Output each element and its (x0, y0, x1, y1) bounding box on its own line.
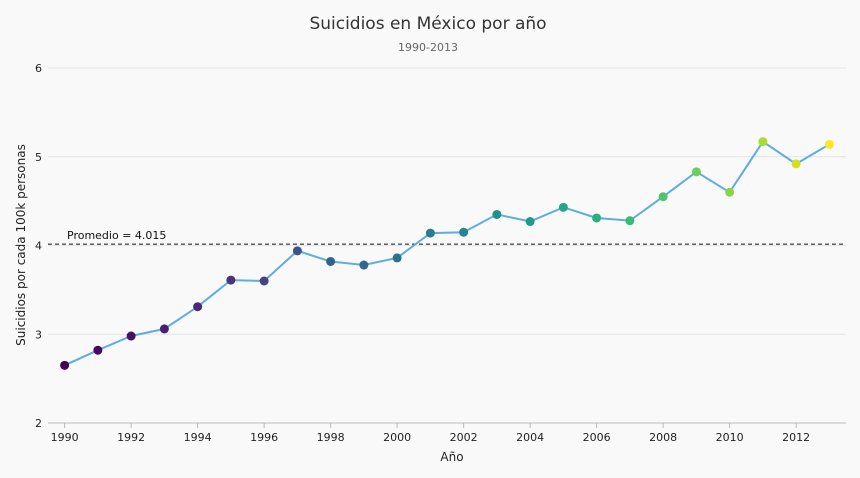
data-point (592, 213, 602, 223)
x-tick-label: 2010 (716, 431, 744, 444)
series (60, 137, 834, 370)
series-line (64, 140, 830, 367)
average-line-group: Promedio = 4.015 (48, 229, 846, 245)
data-point (824, 139, 834, 149)
data-point (725, 187, 735, 197)
x-tick-label: 1994 (184, 431, 212, 444)
y-tick-label: 3 (35, 328, 42, 341)
x-axis-ticks: 1990 1992 1994 1996 1998 2000 2002 2004 2006 2008… (51, 423, 810, 444)
data-point (226, 275, 236, 285)
data-point (758, 137, 768, 147)
x-tick-label: 1996 (250, 431, 278, 444)
data-point (259, 276, 269, 286)
chart-subtitle: 1990-2013 (398, 41, 458, 54)
x-axis-label: Año (440, 450, 463, 464)
x-tick-label: 2002 (450, 431, 478, 444)
data-point (392, 253, 402, 263)
y-tick-label: 5 (35, 151, 42, 164)
x-tick-label: 2000 (383, 431, 411, 444)
y-tick-label: 6 (35, 62, 42, 75)
x-tick-label: 1992 (117, 431, 145, 444)
x-tick-label: 1990 (51, 431, 79, 444)
data-point (658, 192, 668, 202)
y-axis-label: Suicidios por cada 100k personas (14, 144, 28, 346)
chart-title: Suicidios en México por año (309, 14, 546, 34)
y-axis-ticks: 2 3 4 5 6 (35, 62, 42, 430)
y-tick-label: 4 (35, 240, 42, 253)
y-tick-label: 2 (35, 417, 42, 430)
data-point (292, 246, 302, 256)
data-point (691, 167, 701, 177)
data-point (359, 260, 369, 270)
data-point (126, 331, 136, 341)
data-point (525, 217, 535, 227)
data-point (625, 216, 635, 226)
x-tick-label: 2006 (583, 431, 611, 444)
data-point (492, 209, 502, 219)
x-tick-label: 2012 (782, 431, 810, 444)
data-point (326, 256, 336, 266)
data-point (791, 159, 801, 169)
x-tick-label: 2008 (649, 431, 677, 444)
data-point (425, 228, 435, 238)
data-point (193, 302, 203, 312)
average-label: Promedio = 4.015 (67, 229, 166, 242)
data-point (93, 345, 103, 355)
data-point (558, 202, 568, 212)
data-point (459, 227, 469, 237)
x-tick-label: 2004 (516, 431, 544, 444)
x-tick-label: 1998 (317, 431, 345, 444)
gridlines (48, 67, 846, 424)
data-point (60, 360, 70, 370)
data-point (159, 324, 169, 334)
